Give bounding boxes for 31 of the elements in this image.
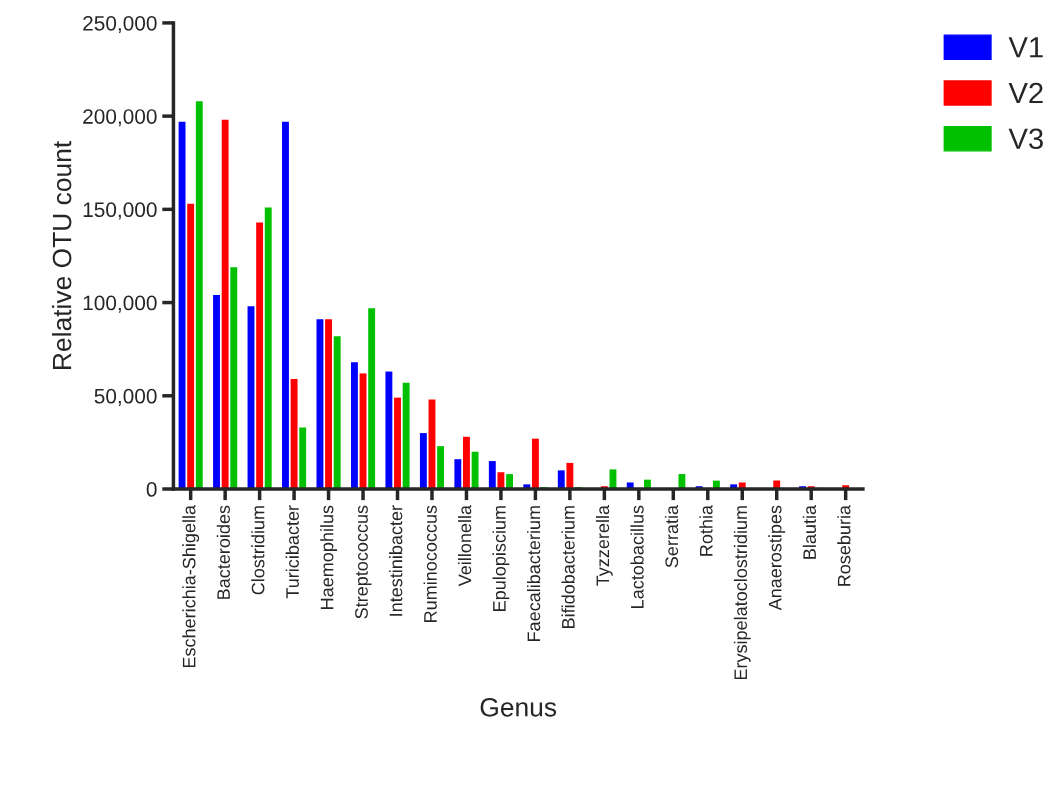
legend-label: V1 [1008, 37, 1043, 58]
x-tick-label: Blautia [802, 504, 817, 559]
x-tick-label: Veillonella [458, 504, 472, 587]
x-tick-label: Roseburia [837, 504, 851, 586]
x-tick-label: Intestinibacter [389, 505, 403, 616]
x-tick-label: Epulopiscium [492, 506, 510, 611]
y-tick-label: 50,000 [94, 388, 157, 406]
x-axis-title: Genus [480, 697, 557, 717]
x-tick-label: Bacteroides [216, 505, 230, 599]
y-tick-label: 0 [146, 482, 157, 497]
y-axis-title: Relative OTU count [52, 141, 72, 369]
x-tick-label: Ruminococcus [423, 505, 437, 622]
x-tick-label: Erysipelatoclostridium [733, 506, 751, 680]
x-tick-label: Haemophilus [320, 505, 337, 609]
x-tick-label: Escherichia-Shigella [182, 504, 200, 668]
x-tick-label: Bifidobacterium [561, 506, 575, 628]
y-tick-label: 100,000 [83, 295, 157, 313]
x-tick-label: Streptococcus [355, 505, 372, 619]
y-tick-label: 200,000 [83, 109, 157, 127]
x-tick-label: Turicibacter [285, 505, 299, 599]
x-tick-label: Rothia [699, 504, 713, 556]
y-tick-label: 250,000 [83, 15, 157, 34]
x-tick-label: Clostridium [251, 506, 265, 595]
x-tick-label: Lactobacillus [630, 505, 644, 608]
x-tick-label: Tyzzerella [595, 504, 613, 586]
legend-label: V3 [1008, 128, 1043, 150]
x-tick-label: Serratia [664, 504, 679, 568]
x-tick-label: Anaerostipes [768, 505, 786, 611]
x-tick-label: Faecalibacterium [526, 506, 541, 641]
y-tick-label: 150,000 [83, 202, 157, 220]
legend-label: V2 [1008, 82, 1043, 104]
